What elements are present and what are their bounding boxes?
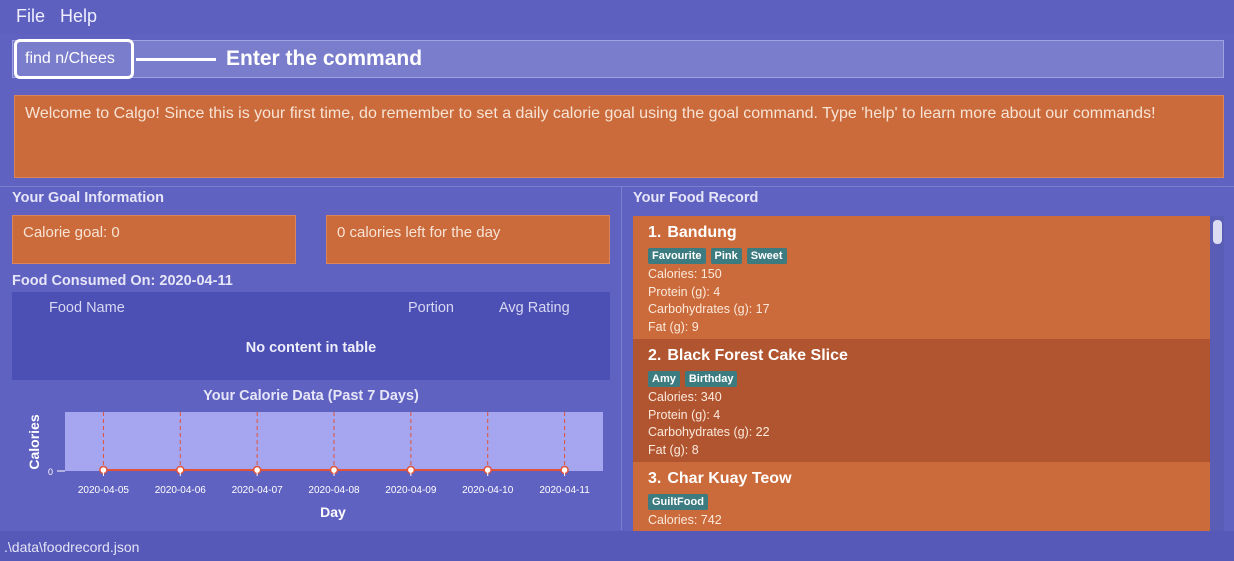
- food-tag: GuiltFood: [648, 494, 708, 510]
- food-name: Char Kuay Teow: [667, 470, 792, 487]
- x-tick-label: 2020-04-10: [462, 485, 514, 496]
- food-card[interactable]: 1. Bandung Favourite Pink Sweet Calories: 150…: [633, 216, 1210, 339]
- divider: [0, 186, 1234, 187]
- y-tick-label: 0: [48, 467, 53, 477]
- command-input[interactable]: [14, 39, 134, 79]
- x-tick-label: 2020-04-05: [78, 485, 130, 496]
- food-index: 2.: [648, 347, 662, 364]
- tag-list: Favourite Pink Sweet: [648, 246, 1195, 264]
- status-file-path: .\data\foodrecord.json: [4, 539, 140, 555]
- column-header-avg-rating[interactable]: Avg Rating: [499, 300, 570, 316]
- menu-help[interactable]: Help: [60, 6, 98, 26]
- calorie-goal-box: Calorie goal: 0: [12, 215, 296, 264]
- food-tag: Pink: [710, 248, 742, 264]
- status-bar: [0, 531, 1234, 561]
- food-consumed-title: Food Consumed On: 2020-04-11: [12, 273, 233, 289]
- empty-table-message: No content in table: [245, 340, 377, 356]
- goal-section-title: Your Goal Information: [12, 190, 164, 206]
- food-protein: Protein (g): 4: [648, 284, 721, 299]
- menu-bar: File Help: [0, 0, 1234, 34]
- food-fat: Fat (g): 8: [648, 442, 699, 457]
- food-carbs: Carbohydrates (g): 22: [648, 425, 770, 439]
- food-card[interactable]: 2. Black Forest Cake Slice Amy Birthday Calo…: [633, 339, 1210, 462]
- food-fat: Fat (g): 9: [648, 319, 699, 334]
- food-record-title: Your Food Record: [633, 190, 759, 206]
- callout-line: [136, 58, 216, 61]
- tag-list: GuiltFood: [648, 492, 1195, 510]
- x-tick-label: 2020-04-07: [232, 485, 284, 496]
- food-tag: Sweet: [746, 248, 787, 264]
- food-record-list[interactable]: 1. Bandung Favourite Pink Sweet Calories: 150…: [633, 216, 1210, 532]
- food-tag: Amy: [648, 371, 680, 387]
- food-index: 1.: [648, 224, 662, 241]
- scrollbar-thumb[interactable]: [1213, 220, 1222, 244]
- food-carbs: Carbohydrates (g): 17: [648, 302, 770, 316]
- column-header-food-name[interactable]: Food Name: [49, 300, 125, 316]
- food-title: 2. Black Forest Cake Slice: [648, 347, 1195, 365]
- calories-left-box: 0 calories left for the day: [326, 215, 610, 264]
- food-calories: Calories: 150: [648, 267, 722, 281]
- food-tag: Favourite: [648, 248, 706, 264]
- callout-label: Enter the command: [226, 47, 423, 70]
- scrollbar-track[interactable]: [1210, 216, 1224, 532]
- food-title: 1. Bandung: [648, 224, 1195, 242]
- food-consumed-table: Food Name Portion Avg Rating No content …: [12, 292, 610, 380]
- food-protein: Protein (g): 4: [648, 407, 721, 422]
- food-index: 3.: [648, 470, 662, 487]
- tag-list: Amy Birthday: [648, 369, 1195, 387]
- menu-file[interactable]: File: [16, 6, 46, 26]
- x-tick-label: 2020-04-08: [308, 485, 360, 496]
- x-tick-label: 2020-04-11: [539, 485, 590, 496]
- food-title: 3. Char Kuay Teow: [648, 470, 1195, 488]
- panel-divider: [621, 187, 622, 530]
- food-name: Black Forest Cake Slice: [667, 347, 848, 364]
- x-tick-label: 2020-04-06: [155, 485, 207, 496]
- food-calories: Calories: 742: [648, 513, 722, 527]
- food-calories: Calories: 340: [648, 390, 722, 404]
- y-axis-label: Calories: [26, 414, 42, 469]
- food-name: Bandung: [667, 224, 737, 241]
- column-header-portion[interactable]: Portion: [408, 300, 454, 316]
- calorie-line-chart: Calories Day 0 2020-04-05 2020-04-06 2020-0…: [26, 412, 603, 520]
- chart-title: Your Calorie Data (Past 7 Days): [203, 388, 419, 404]
- food-tag: Birthday: [684, 371, 738, 387]
- x-tick-label: 2020-04-09: [385, 485, 437, 496]
- x-axis-label: Day: [320, 504, 346, 520]
- food-card[interactable]: 3. Char Kuay Teow GuiltFood Calories: 742: [633, 462, 1210, 532]
- result-display: Welcome to Calgo! Since this is your fir…: [14, 95, 1224, 178]
